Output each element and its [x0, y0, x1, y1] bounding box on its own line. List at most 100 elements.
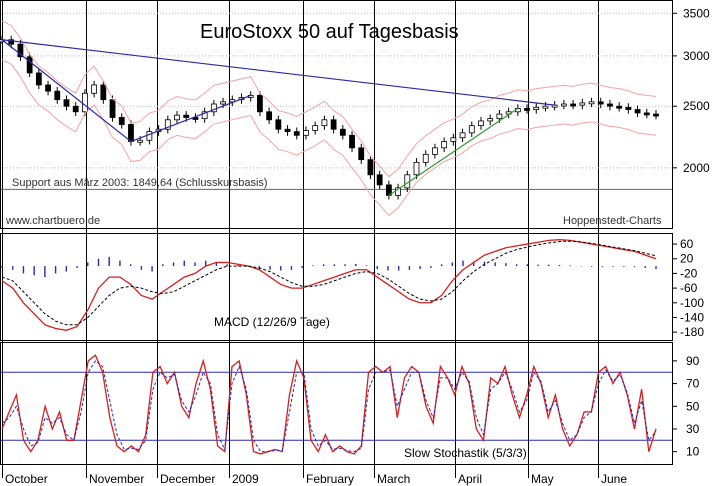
macd-tick-label: 60	[680, 237, 694, 251]
price-candle	[579, 102, 586, 106]
month-label: March	[377, 472, 410, 486]
stochastic-label: Slow Stochastik (5/3/3)	[404, 446, 527, 460]
price-candle	[82, 92, 88, 113]
price-candle	[376, 174, 383, 186]
price-candle	[413, 161, 420, 176]
price-candle	[422, 153, 429, 163]
month-label: November	[89, 472, 144, 486]
price-candle	[72, 105, 79, 113]
month-label: 2009	[232, 472, 259, 486]
price-candle	[183, 114, 190, 118]
price-candle	[146, 131, 153, 141]
price-candle	[533, 106, 540, 110]
price-candle	[560, 103, 567, 107]
price-tick-label: 3000	[683, 49, 710, 63]
price-candle	[63, 99, 70, 107]
stochastic-d-line	[1, 360, 657, 453]
price-candle	[35, 72, 42, 86]
price-candle	[17, 43, 24, 58]
december-uptrend-line	[130, 94, 251, 143]
price-candle	[468, 125, 475, 134]
macd-line	[1, 239, 657, 331]
price-candle	[367, 159, 374, 176]
price-candle	[616, 105, 623, 109]
price-candle	[26, 56, 33, 74]
price-candle	[192, 117, 199, 120]
lower-band-line	[1, 59, 657, 217]
price-candle	[229, 99, 236, 103]
price-candle	[100, 84, 107, 101]
macd-panel-frame	[0, 233, 673, 341]
source-right-label: Hoppenstedt-Charts	[563, 215, 662, 227]
macd-tick-label: 20	[680, 252, 694, 266]
price-candle	[588, 101, 595, 105]
price-candle	[91, 84, 98, 94]
price-candle	[54, 90, 61, 101]
price-candle	[128, 124, 134, 142]
price-candle	[349, 134, 355, 149]
macd-signal-line	[1, 240, 657, 326]
price-candle	[625, 106, 632, 110]
price-candle	[478, 120, 484, 127]
price-candle	[164, 119, 171, 130]
upper-band-line	[1, 20, 657, 178]
price-candle	[266, 111, 273, 121]
price-candle	[395, 187, 401, 196]
stochastic-tick-label: 90	[686, 354, 700, 368]
price-panel-frame	[0, 0, 673, 229]
macd-tick-label: -20	[680, 266, 698, 280]
price-candle	[118, 117, 125, 125]
price-candle	[330, 119, 337, 130]
price-candle	[210, 103, 217, 113]
price-candle	[597, 101, 604, 105]
price-candle	[109, 99, 116, 118]
price-chart-title: EuroStoxx 50 auf Tagesbasis	[200, 21, 459, 43]
stochastic-k-line	[1, 354, 657, 455]
price-candle	[487, 118, 494, 122]
support-annotation: Support aus März 2003: 1849,64 (Schlussk…	[12, 177, 268, 189]
stochastic-tick-label: 50	[686, 399, 700, 413]
month-label: December	[160, 472, 215, 486]
axis-layer: October November December 2009 February March…	[5, 6, 710, 486]
price-candle	[441, 141, 448, 149]
macd-tick-label: -180	[680, 325, 704, 339]
price-candle	[8, 39, 15, 45]
price-candle	[220, 101, 226, 105]
price-candle	[459, 132, 466, 139]
price-candle	[542, 105, 549, 109]
first-downtrend-line	[1, 39, 132, 142]
month-label: May	[531, 472, 554, 486]
price-candle	[432, 147, 438, 155]
price-candle	[257, 94, 263, 113]
price-candle	[496, 113, 503, 120]
stochastic-tick-label: 70	[686, 377, 700, 391]
grid-layer	[1, 0, 672, 478]
price-layer	[0, 20, 672, 217]
stochastic-tick-label: 30	[686, 422, 700, 436]
month-label: October	[5, 472, 48, 486]
stochastic-tick-label: 10	[686, 445, 700, 459]
price-candle	[293, 131, 300, 136]
price-candle	[339, 128, 346, 136]
price-tick-label: 3500	[683, 6, 710, 20]
march-uptrend-line	[388, 107, 519, 196]
price-tick-label: 2000	[683, 161, 710, 175]
price-candle	[201, 111, 208, 120]
month-label: June	[601, 472, 627, 486]
price-candle	[275, 119, 282, 130]
price-candle	[570, 103, 576, 107]
price-candle	[137, 139, 144, 143]
stochastic-panel-frame	[0, 342, 673, 465]
price-candle	[174, 114, 180, 121]
macd-tick-label: -60	[680, 281, 698, 295]
month-label: February	[306, 472, 354, 486]
price-candle	[321, 119, 328, 127]
price-candle	[653, 113, 659, 117]
stochastic-layer	[1, 354, 672, 455]
price-candle	[607, 103, 613, 107]
long-downtrend-line	[1, 39, 555, 106]
macd-layer	[1, 239, 657, 331]
price-candle	[358, 147, 365, 161]
